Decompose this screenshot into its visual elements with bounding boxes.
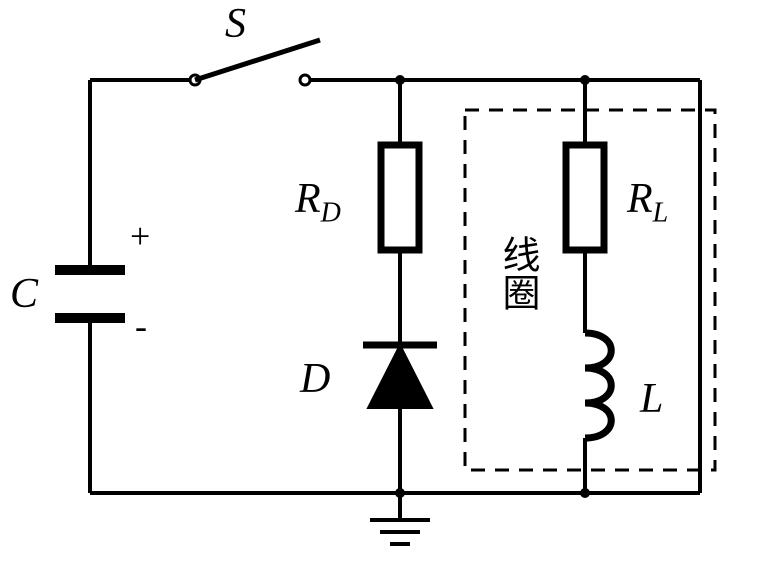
circuit-svg: [0, 0, 759, 572]
node-top-right: [580, 75, 590, 85]
switch-terminal-right: [300, 75, 310, 85]
node-bottom-right: [580, 488, 590, 498]
label-s: S: [225, 0, 246, 48]
label-plus: +: [130, 215, 150, 257]
label-d: D: [300, 355, 330, 403]
label-minus: -: [135, 305, 147, 347]
inductor-coil: [585, 333, 611, 438]
label-l: L: [640, 375, 663, 423]
node-bottom-middle: [395, 488, 405, 498]
circuit-diagram: C S RD D RL L 线圈 + -: [0, 0, 759, 572]
label-c: C: [10, 270, 38, 318]
node-top-middle: [395, 75, 405, 85]
diode-triangle: [368, 345, 432, 408]
resistor-rl: [566, 145, 604, 250]
label-rd: RD: [295, 175, 341, 229]
switch-arm: [195, 40, 320, 80]
label-rl: RL: [627, 175, 668, 229]
resistor-rd: [381, 145, 419, 250]
label-coil-chinese: 线圈: [490, 235, 545, 311]
